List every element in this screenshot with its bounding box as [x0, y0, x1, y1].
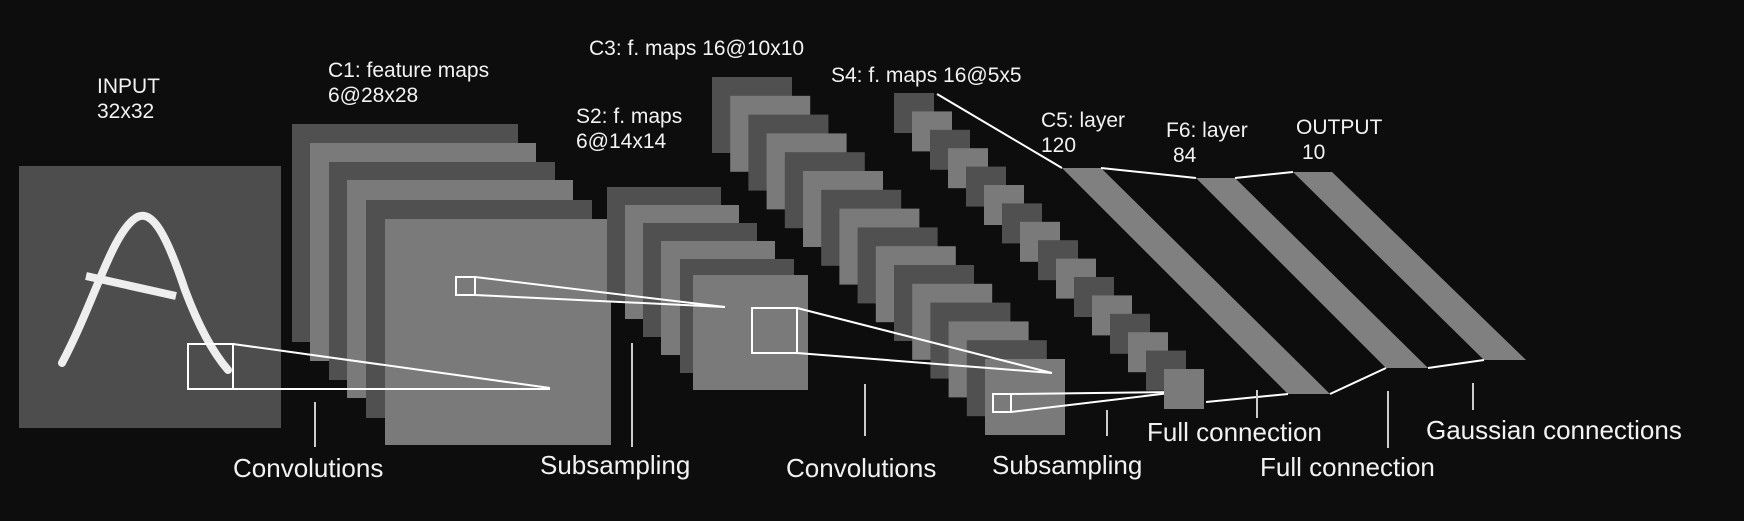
f6-layer [1196, 178, 1428, 368]
s2-feature-maps [474, 187, 808, 390]
f6-connect-line [1100, 167, 1197, 179]
input-size: 32x32 [97, 100, 155, 123]
subsample-line [1010, 391, 1179, 395]
c3-title: C3: f. maps 16@10x10 [589, 37, 805, 60]
output-label: OUTPUT 10 [1296, 115, 1382, 165]
output-size: 10 [1302, 141, 1326, 164]
conv2-projection [796, 307, 1053, 374]
op-subsampling-1: Subsampling [540, 450, 691, 480]
projection-line [796, 307, 1053, 374]
output-layer [1293, 172, 1526, 360]
op-gaussian-connections: Gaussian connections [1426, 415, 1682, 445]
c1-size: 6@28x28 [328, 84, 419, 107]
c5-size: 120 [1041, 134, 1077, 157]
operation-callouts [314, 343, 1474, 448]
op-subsampling-2: Subsampling [992, 450, 1143, 480]
s4-feature-maps [894, 93, 1204, 409]
op-full-connection-1: Full connection [1147, 417, 1322, 447]
input-kernel [188, 344, 233, 389]
dense-layers [936, 93, 1526, 403]
input-label: INPUT 32x32 [97, 74, 160, 124]
c1-sample-window [455, 276, 476, 296]
c3-feature-maps [712, 77, 1179, 435]
input-image [19, 166, 281, 428]
s4-map [1164, 369, 1204, 409]
s2-label: S2: f. maps 6@14x14 [576, 104, 682, 154]
c1-title: C1: feature maps [328, 59, 490, 82]
f6-label: F6: layer 84 [1166, 118, 1248, 168]
op-full-connection-2: Full connection [1260, 452, 1435, 482]
s2-size: 6@14x14 [576, 130, 667, 153]
input-title: INPUT [97, 75, 160, 98]
op-convolutions-1: Convolutions [233, 453, 384, 483]
subsample-line [474, 276, 726, 308]
c3-label: C3: f. maps 16@10x10 [589, 36, 804, 61]
s2-receptive-field [751, 307, 798, 354]
c5-connect-line [1205, 393, 1289, 403]
f6-connect-line [1329, 367, 1387, 395]
c5-connect-line [936, 93, 1063, 169]
c5-title: C5: layer [1041, 109, 1126, 132]
op-convolutions-2: Convolutions [786, 453, 937, 483]
f6-title: F6: layer [1166, 119, 1248, 142]
output-title: OUTPUT [1296, 116, 1383, 139]
subsample-line [1010, 391, 1179, 413]
c1-map-front [385, 219, 611, 445]
c1-label: C1: feature maps 6@28x28 [328, 58, 489, 108]
s4-label: S4: f. maps 16@5x5 [831, 63, 1022, 88]
s2-title: S2: f. maps [576, 105, 683, 128]
s2-map-front [693, 275, 808, 390]
c5-label: C5: layer 120 [1041, 108, 1125, 158]
c3-sample-window [992, 393, 1012, 413]
projection-line [796, 352, 1053, 374]
output-connect-line [1427, 359, 1485, 369]
s4-title: S4: f. maps 16@5x5 [831, 64, 1022, 87]
input-receptive-field [187, 343, 234, 390]
input-layer [19, 166, 281, 428]
c5-layer [1062, 168, 1330, 394]
c1-feature-maps [292, 124, 611, 445]
letter-a-stroke [58, 211, 232, 374]
projection-line [232, 343, 551, 389]
output-connect-line [1234, 171, 1294, 179]
subsample-line [474, 294, 726, 308]
f6-size: 84 [1173, 144, 1197, 167]
conv1-projection [232, 343, 551, 390]
letter-a-crossbar [85, 272, 177, 300]
